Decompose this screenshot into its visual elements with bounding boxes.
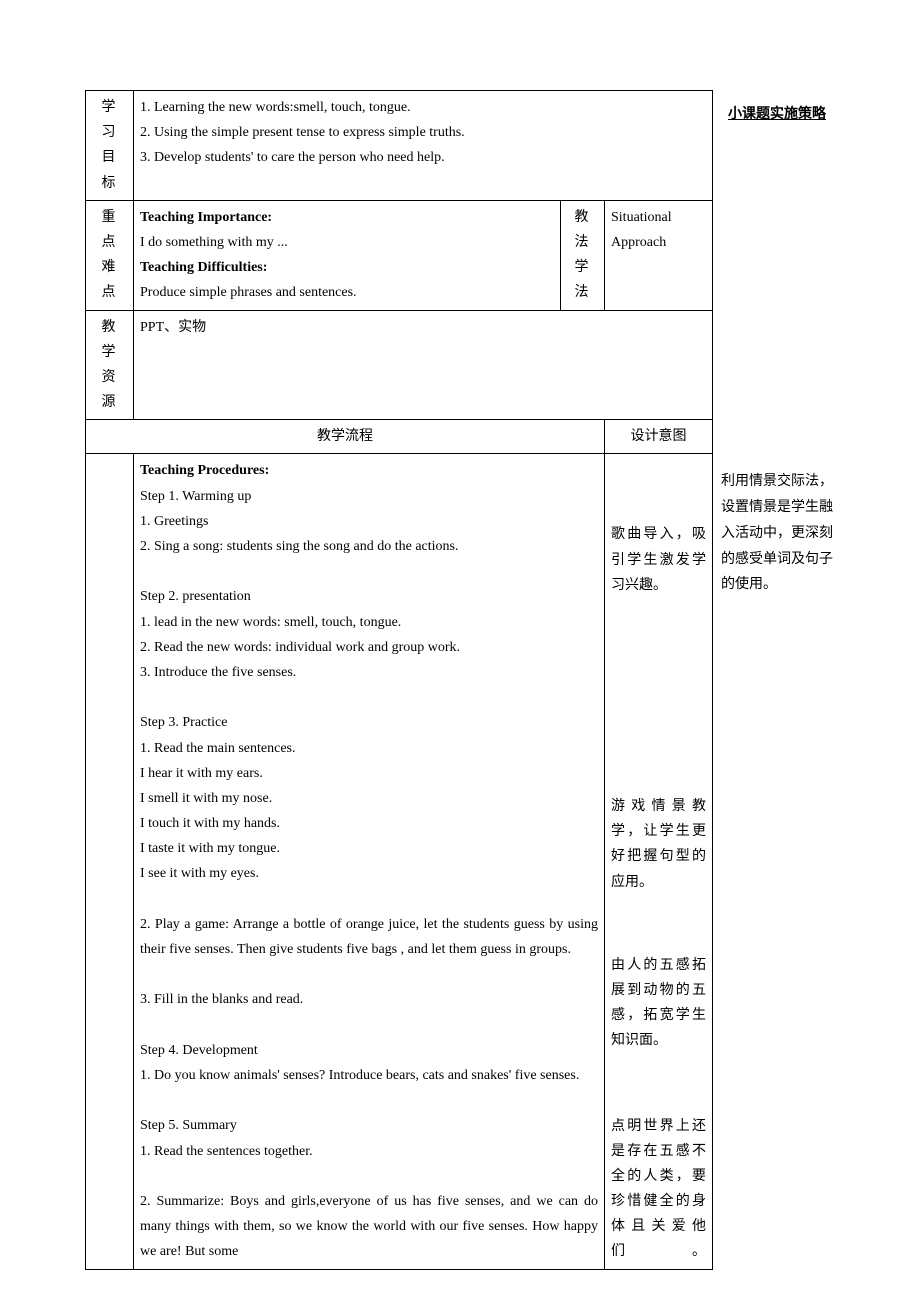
blank-line	[140, 559, 598, 584]
method-label: 教法学法	[561, 200, 605, 310]
objectives-content: 1. Learning the new words:smell, touch, …	[134, 91, 713, 201]
procedures-content: Teaching Procedures: Step 1. Warming up …	[134, 454, 605, 1269]
step3-s5: I see it with my eyes.	[140, 861, 598, 886]
step1-2: 2. Sing a song: students sing the song a…	[140, 534, 598, 559]
intent-3: 由人的五感拓展到动物的五感，拓宽学生知识面。	[611, 953, 706, 1054]
keypoints-content: Teaching Importance: I do something with…	[134, 200, 561, 310]
intent-header: 设计意图	[605, 420, 713, 454]
side-column: 小课题实施策略 利用情景交际法，设置情景是学生融入活动中，更深刻的感受单词及句子…	[721, 90, 833, 1270]
step3-2: 2. Play a game: Arrange a bottle of oran…	[140, 912, 598, 962]
step3-1: 1. Read the main sentences.	[140, 736, 598, 761]
blank-line	[140, 1013, 598, 1038]
step4-1: 1. Do you know animals' senses? Introduc…	[140, 1063, 598, 1088]
step3-s3: I touch it with my hands.	[140, 811, 598, 836]
step3-title: Step 3. Practice	[140, 710, 598, 735]
intent-content: 歌曲导入，吸引学生激发学习兴趣。 游戏情景教学，让学生更好把握句型的应用。 由人…	[605, 454, 713, 1269]
procedures-title: Teaching Procedures:	[140, 458, 598, 483]
step4-title: Step 4. Development	[140, 1038, 598, 1063]
lesson-plan-table: 学习目标 1. Learning the new words:smell, to…	[85, 90, 713, 1270]
blank-line	[140, 887, 598, 912]
resources-content: PPT、实物	[134, 310, 713, 420]
keypoints-row: 重点难点 Teaching Importance: I do something…	[86, 200, 713, 310]
blank-line	[140, 1088, 598, 1113]
resources-label: 教学资源	[86, 310, 134, 420]
step1-title: Step 1. Warming up	[140, 484, 598, 509]
step2-3: 3. Introduce the five senses.	[140, 660, 598, 685]
procedures-row: Teaching Procedures: Step 1. Warming up …	[86, 454, 713, 1269]
step3-s1: I hear it with my ears.	[140, 761, 598, 786]
method-value: Situational Approach	[605, 200, 713, 310]
side-title: 小课题实施策略	[721, 102, 833, 128]
blank-line	[140, 1164, 598, 1189]
step3-s4: I taste it with my tongue.	[140, 836, 598, 861]
flow-header-row: 教学流程 设计意图	[86, 420, 713, 454]
step2-title: Step 2. presentation	[140, 584, 598, 609]
step5-2: 2. Summarize: Boys and girls,everyone of…	[140, 1189, 598, 1265]
step3-3: 3. Fill in the blanks and read.	[140, 987, 598, 1012]
step5-1: 1. Read the sentences together.	[140, 1139, 598, 1164]
page-container: 学习目标 1. Learning the new words:smell, to…	[85, 90, 835, 1270]
empty-cell	[86, 454, 134, 1269]
blank-line	[140, 685, 598, 710]
importance-title: Teaching Importance:	[140, 205, 554, 230]
step1-1: 1. Greetings	[140, 509, 598, 534]
keypoints-label: 重点难点	[86, 200, 134, 310]
intent-2: 游戏情景教学，让学生更好把握句型的应用。	[611, 794, 706, 895]
step2-1: 1. lead in the new words: smell, touch, …	[140, 610, 598, 635]
step2-2: 2. Read the new words: individual work a…	[140, 635, 598, 660]
objectives-row: 学习目标 1. Learning the new words:smell, to…	[86, 91, 713, 201]
intent-spacer	[611, 913, 706, 953]
intent-spacer	[611, 458, 706, 522]
intent-spacer	[611, 616, 706, 794]
importance-text: I do something with my ...	[140, 230, 554, 255]
flow-header: 教学流程	[86, 420, 605, 454]
resources-row: 教学资源 PPT、实物	[86, 310, 713, 420]
step3-s2: I smell it with my nose.	[140, 786, 598, 811]
objectives-label: 学习目标	[86, 91, 134, 201]
intent-4: 点明世界上还是存在五感不全的人类，要珍惜健全的身体且关爱他们。	[611, 1114, 706, 1265]
objective-1: 1. Learning the new words:smell, touch, …	[140, 95, 706, 171]
blank-line	[140, 962, 598, 987]
step5-title: Step 5. Summary	[140, 1113, 598, 1138]
intent-1: 歌曲导入，吸引学生激发学习兴趣。	[611, 522, 706, 598]
difficulties-title: Teaching Difficulties:	[140, 255, 554, 280]
side-strategy: 利用情景交际法，设置情景是学生融入活动中，更深刻的感受单词及句子的使用。	[721, 134, 833, 598]
difficulties-text: Produce simple phrases and sentences.	[140, 280, 554, 305]
intent-spacer	[611, 1072, 706, 1114]
